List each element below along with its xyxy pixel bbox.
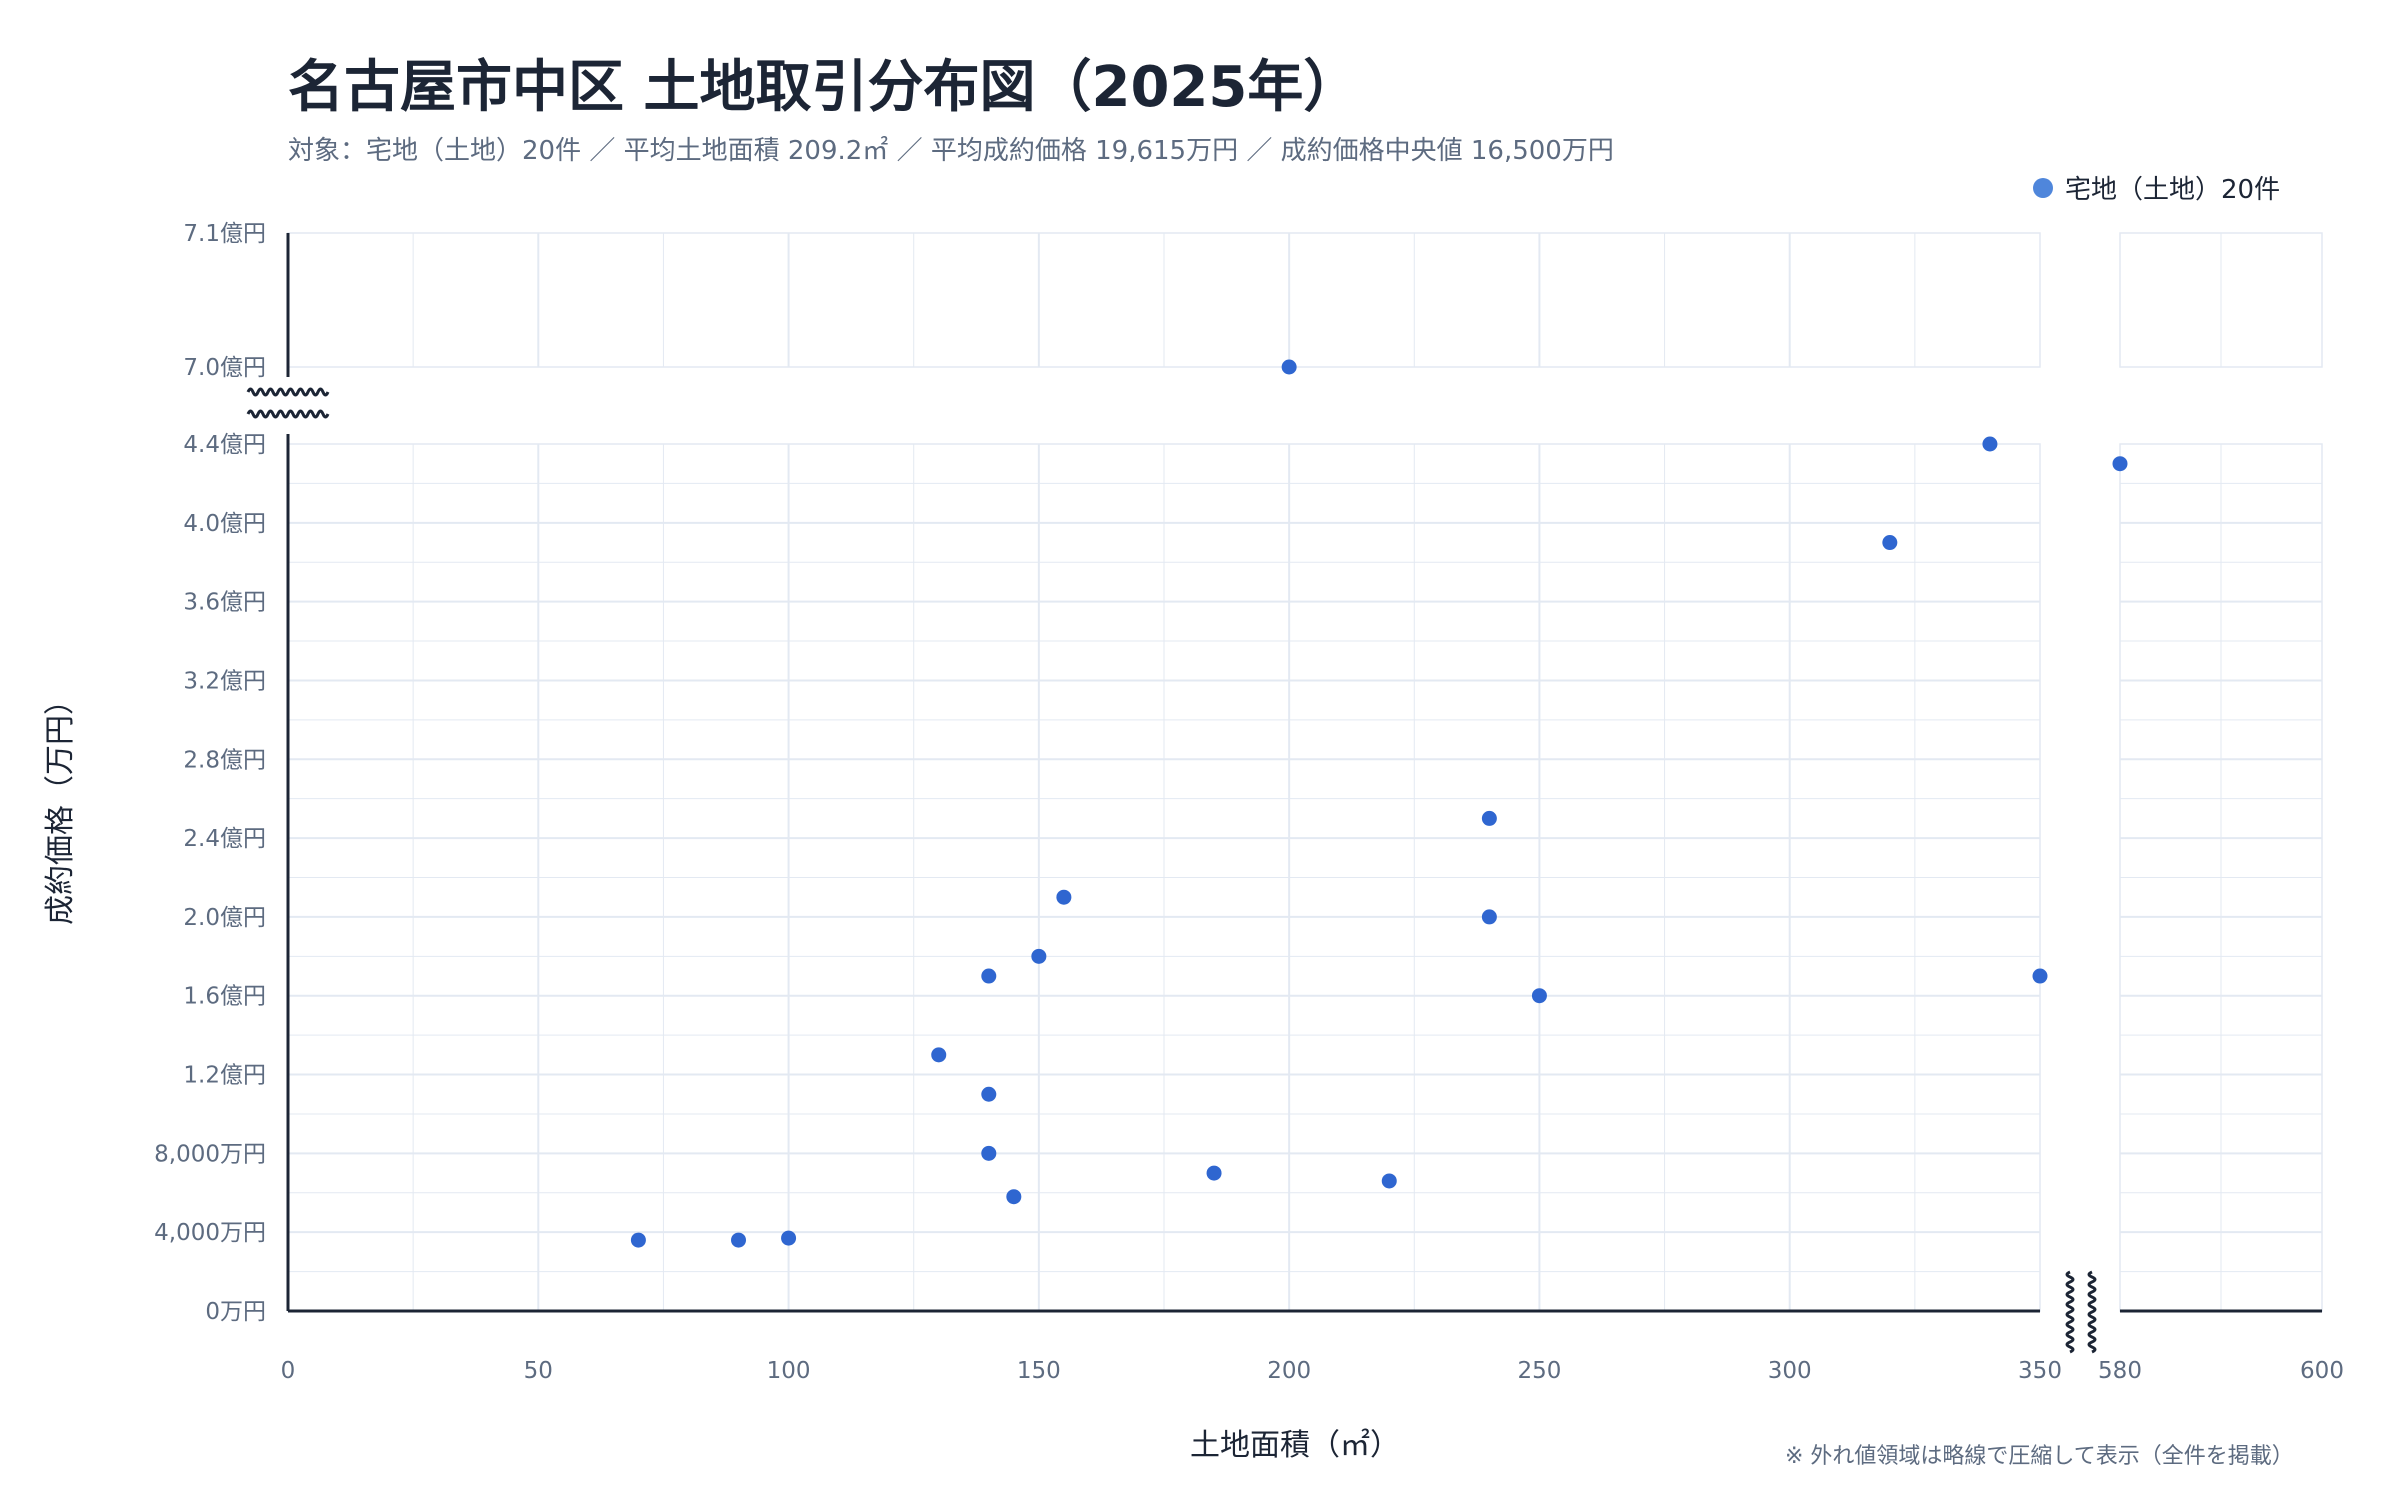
x-tick-label: 580 xyxy=(2098,1358,2142,1384)
data-point xyxy=(981,1086,997,1102)
data-point xyxy=(1006,1189,1022,1205)
data-point xyxy=(1982,436,1998,452)
data-point xyxy=(1031,948,1047,964)
data-point xyxy=(981,1145,997,1161)
data-point xyxy=(1206,1165,1222,1181)
y-tick-label: 4.4億円 xyxy=(183,432,266,458)
x-tick-label: 200 xyxy=(1267,1358,1311,1384)
data-point xyxy=(1481,810,1497,826)
y-tick-label: 2.0億円 xyxy=(183,905,266,931)
axis-break-mask xyxy=(244,378,332,428)
data-point xyxy=(1281,359,1297,375)
data-point xyxy=(1481,909,1497,925)
x-tick-label: 150 xyxy=(1017,1358,1061,1384)
y-axis-title: 成約価格（万円） xyxy=(43,685,78,925)
data-point xyxy=(981,968,997,984)
data-point xyxy=(2112,456,2128,472)
legend: 宅地（土地）20件 xyxy=(2033,169,2280,206)
data-point xyxy=(1381,1173,1397,1189)
y-tick-label: 3.2億円 xyxy=(183,668,266,694)
data-point xyxy=(781,1230,797,1246)
x-tick-label: 300 xyxy=(1768,1358,1812,1384)
data-point xyxy=(1882,535,1898,551)
x-axis-break-icon xyxy=(2065,1270,2075,1354)
y-tick-label: 1.6億円 xyxy=(183,984,266,1010)
footnote: ※ 外れ値領域は略線で圧縮して表示（全件を掲載） xyxy=(1785,1444,2294,1469)
legend-label: 宅地（土地）20件 xyxy=(2065,175,2281,205)
y-tick-label: 7.1億円 xyxy=(183,221,266,247)
x-tick-label: 0 xyxy=(281,1358,296,1384)
data-point xyxy=(731,1232,747,1248)
y-axis-break-icon xyxy=(246,387,330,397)
x-axis-title: 土地面積（㎡） xyxy=(1190,1428,1400,1463)
y-tick-label: 0万円 xyxy=(205,1299,266,1325)
y-axis-break-icon xyxy=(246,409,330,419)
y-tick-label: 7.0億円 xyxy=(183,355,266,381)
y-tick-label: 2.8億円 xyxy=(183,747,266,773)
y-tick-label: 8,000万円 xyxy=(154,1141,266,1167)
y-tick-label: 1.2億円 xyxy=(183,1063,266,1089)
x-tick-label: 600 xyxy=(2300,1358,2344,1384)
y-tick-label: 2.4億円 xyxy=(183,826,266,852)
grid xyxy=(287,232,2323,1312)
data-point xyxy=(630,1232,646,1248)
tick-labels: 0 50 100 150 200 250 300 350 580 600 0万円 4,000万円 8,0… xyxy=(154,221,2344,1384)
data-point xyxy=(1056,889,1072,905)
data-point xyxy=(1531,988,1547,1004)
x-tick-label: 350 xyxy=(2018,1358,2062,1384)
axes xyxy=(244,233,2322,1354)
y-tick-label: 4.0億円 xyxy=(183,511,266,537)
legend-marker-icon xyxy=(2033,177,2053,198)
x-tick-label: 100 xyxy=(767,1358,811,1384)
x-tick-label: 50 xyxy=(524,1358,553,1384)
y-tick-label: 3.6億円 xyxy=(183,590,266,616)
data-points xyxy=(630,359,2128,1248)
data-point xyxy=(931,1047,947,1063)
y-tick-label: 4,000万円 xyxy=(154,1220,266,1246)
data-point xyxy=(2032,968,2048,984)
chart-subtitle: 対象：宅地（土地）20件 ／ 平均土地面積 209.2㎡ ／ 平均成約価格 19… xyxy=(288,136,1614,166)
x-tick-label: 250 xyxy=(1517,1358,1561,1384)
chart-title: 名古屋市中区 土地取引分布図（2025年） xyxy=(288,55,1360,120)
x-axis-break-icon xyxy=(2087,1270,2097,1354)
